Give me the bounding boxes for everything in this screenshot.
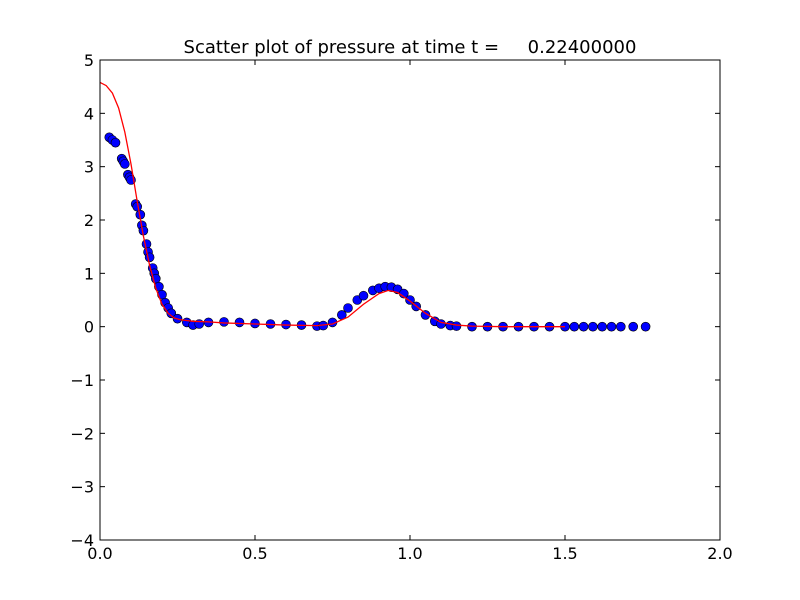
x-tick-label: 2.0 [707,544,732,563]
scatter-point [234,317,245,328]
y-tick-label: 3 [84,158,94,177]
scatter-point [569,321,580,332]
scatter-point [219,317,229,327]
scatter-point [110,137,121,148]
y-tick-label: −4 [70,531,94,550]
scatter-point [451,321,462,331]
y-tick-label: −1 [70,371,94,390]
scatter-point [166,308,177,319]
y-tick-label: 0 [84,318,94,337]
scatter-point [358,290,369,301]
x-tick-label: 1.0 [397,544,422,563]
scatter-point [615,321,626,332]
reference-line [100,81,565,328]
scatter-point [578,321,589,332]
plot-area [100,81,651,332]
chart-title: Scatter plot of pressure at time t = 0.2… [184,37,637,58]
y-tick-label: 2 [84,211,94,230]
y-tick-label: −2 [70,424,94,443]
scatter-point [141,239,152,249]
scatter-points [104,132,651,332]
x-tick-label: 0.5 [242,544,267,563]
scatter-point [606,321,617,332]
scatter-point [343,303,353,313]
scatter-point [640,321,651,332]
scatter-point [597,321,608,332]
data-layer [100,81,651,332]
x-tick-label: 1.5 [552,544,577,563]
axes-frame [99,59,721,541]
scatter-point [144,252,155,263]
y-tick-label: 1 [84,264,94,283]
y-tick-label: 4 [84,104,94,123]
scatter-point [120,159,130,169]
scatter-point [420,310,431,320]
y-tick-label: −3 [70,478,94,497]
x-tick-label: 0.0 [87,544,112,563]
y-tick-label: 5 [84,51,94,70]
scatter-point [588,321,598,332]
scatter-point [628,321,639,332]
